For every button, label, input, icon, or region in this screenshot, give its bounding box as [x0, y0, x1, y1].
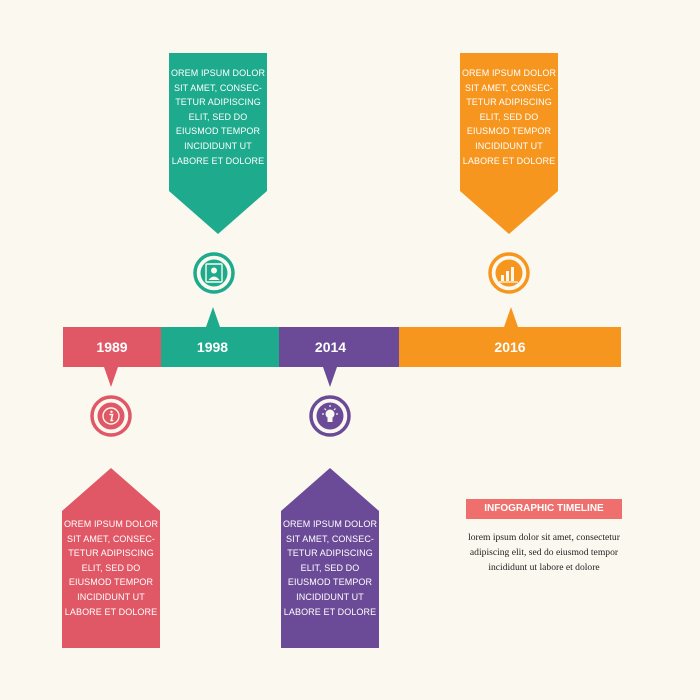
- timeline-segment-1998: [161, 327, 279, 367]
- card-text-1989: OREM IPSUM DOLOR SIT AMET, CONSEC- TETUR…: [63, 519, 159, 617]
- card-text-2016: OREM IPSUM DOLOR SIT AMET, CONSEC- TETUR…: [461, 68, 557, 166]
- timeline-segment-2014: [279, 327, 399, 367]
- year-label-2014: 2014: [314, 339, 347, 355]
- timeline-segment-1989: [63, 327, 161, 367]
- year-label-1998: 1998: [196, 339, 229, 355]
- info-icon: [90, 395, 132, 437]
- card-shape-2016: [460, 53, 558, 234]
- infographic-title-badge: INFOGRAPHIC TIMELINE: [466, 499, 622, 519]
- year-label-1989: 1989: [96, 339, 128, 355]
- infographic-description: lorem ipsum dolor sit amet, consectetur …: [468, 532, 620, 573]
- card-shape-2014: [281, 468, 379, 648]
- lightbulb-icon: [309, 395, 351, 437]
- pointer-1998: [206, 307, 220, 327]
- bar-chart-icon: [488, 252, 530, 294]
- pointer-2014: [323, 367, 337, 387]
- timeline-segment-2016: [399, 327, 621, 367]
- pointer-2016: [504, 307, 518, 327]
- card-shape-1989: [62, 468, 160, 648]
- card-text-1998: OREM IPSUM DOLOR SIT AMET, CONSEC- TETUR…: [170, 68, 266, 166]
- card-text-2014: OREM IPSUM DOLOR SIT AMET, CONSEC- TETUR…: [282, 519, 378, 617]
- year-label-2016: 2016: [494, 339, 526, 355]
- pointer-1989: [104, 367, 118, 387]
- user-icon: [193, 252, 235, 294]
- card-shape-1998: [169, 53, 267, 234]
